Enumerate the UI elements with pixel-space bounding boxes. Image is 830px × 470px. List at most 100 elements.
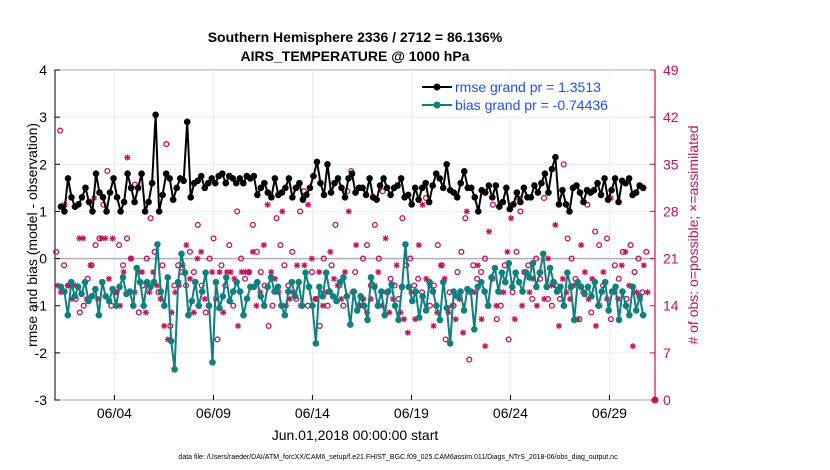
rmse-point [313, 158, 321, 166]
obs-assimilated-point [80, 235, 87, 242]
rmse-point [75, 201, 82, 208]
rmse-point [99, 193, 107, 201]
bias-point [71, 292, 79, 300]
obs-assimilated-point [382, 235, 389, 242]
obs-assimilated-point [220, 309, 227, 316]
rmse-point [608, 186, 615, 194]
obs-possible-point [379, 188, 386, 195]
bias-point [357, 292, 364, 300]
obs-assimilated-point [198, 248, 205, 255]
bias-point [581, 290, 588, 298]
obs-assimilated-point [552, 221, 559, 228]
bias-point [364, 316, 371, 324]
bias-point [491, 264, 499, 272]
rmse-point [229, 175, 237, 182]
rmse-point [92, 170, 100, 178]
rmse-point [408, 201, 415, 208]
bias-point [61, 288, 68, 295]
bias-point [360, 302, 368, 310]
obs-possible-point [273, 215, 280, 222]
obs-possible-point [238, 255, 245, 262]
obs-assimilated-point [618, 262, 625, 269]
rmse-point [485, 182, 493, 189]
obs-assimilated-point [526, 289, 533, 296]
rmse-point [173, 184, 180, 192]
obs-assimilated-point [142, 309, 149, 316]
obs-possible-point [257, 268, 264, 276]
bias-point [329, 292, 337, 300]
obs-assimilated-point [430, 322, 437, 329]
y-tick-label: 0 [39, 251, 47, 267]
obs-possible-point [53, 248, 60, 255]
rmse-point [271, 175, 279, 182]
bias-point [78, 290, 85, 298]
rmse-point [110, 175, 117, 182]
rmse-point [152, 111, 159, 119]
bias-point [471, 325, 478, 333]
bias-point [467, 288, 475, 295]
obs-possible-point [340, 302, 347, 309]
bias-point [64, 311, 72, 319]
y2-tick-label: 28 [663, 203, 679, 219]
obs-assimilated-point [508, 215, 515, 222]
rmse-point [545, 189, 552, 196]
bias-point [171, 366, 178, 373]
bias-point [402, 241, 409, 248]
obs-possible-point [375, 255, 382, 262]
bias-point [209, 358, 216, 366]
rmse-point [222, 179, 230, 187]
obs-assimilated-point [194, 255, 201, 262]
bias-point [271, 288, 278, 295]
rmse-point [534, 189, 542, 196]
obs-assimilated-point [474, 262, 481, 269]
obs-possible-point [159, 262, 166, 269]
bias-point [488, 274, 495, 281]
rmse-point [218, 170, 226, 178]
data-file-note: data file: /Users/raeder/DAI/ATM_forcXX/… [178, 454, 618, 461]
bias-point [102, 292, 110, 300]
bias-point [316, 283, 323, 291]
obs-possible-point [607, 316, 614, 323]
rmse-point [103, 208, 110, 215]
bias-point [512, 269, 519, 277]
y-tick-label: -2 [35, 345, 48, 361]
obs-possible-point [277, 242, 284, 249]
obs-assimilated-point [622, 248, 629, 255]
bias-point [636, 292, 643, 300]
obs-possible-point [143, 255, 150, 262]
bias-point [481, 288, 488, 295]
bias-point [505, 259, 513, 267]
rmse-point [352, 189, 359, 196]
rmse-point [625, 175, 633, 182]
bias-point [588, 292, 595, 300]
obs-assimilated-point [485, 228, 492, 235]
obs-possible-point [478, 268, 485, 276]
bias-point [160, 302, 168, 310]
obs-possible-point [194, 221, 201, 228]
y2-tick-label: 35 [663, 156, 679, 172]
obs-assimilated-point [342, 269, 349, 276]
bias-point [202, 269, 209, 277]
bias-point [147, 283, 154, 291]
obs-assimilated-point [404, 329, 411, 336]
rmse-point [527, 193, 535, 201]
obs-possible-point [505, 336, 512, 343]
bias-point [305, 283, 313, 291]
bias-point [453, 292, 461, 300]
obs-assimilated-point [120, 269, 127, 276]
obs-possible-point [147, 215, 154, 222]
rmse-point [359, 184, 366, 192]
bias-point [378, 288, 385, 295]
obs-possible-point [123, 235, 131, 242]
obs-assimilated-point [253, 302, 260, 309]
obs-possible-point [529, 295, 536, 303]
obs-possible-point [434, 242, 441, 249]
bias-point [236, 288, 244, 295]
obs-assimilated-point [301, 262, 308, 269]
rmse-point [506, 205, 514, 213]
obs-possible-point [407, 255, 414, 262]
obs-possible-point [186, 248, 193, 255]
plot-area [54, 69, 656, 401]
rmse-point [187, 193, 195, 201]
obs-assimilated-point [249, 248, 256, 255]
